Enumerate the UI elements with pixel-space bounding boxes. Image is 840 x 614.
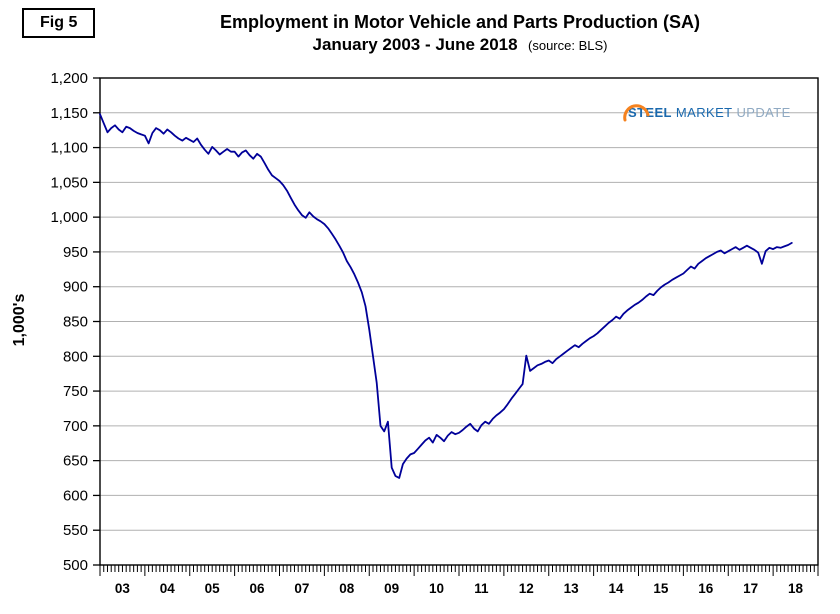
title-block: Employment in Motor Vehicle and Parts Pr… xyxy=(95,10,825,57)
y-axis-title: 1,000's xyxy=(11,293,28,347)
logo-swoosh-icon xyxy=(623,104,650,122)
svg-text:1,200: 1,200 xyxy=(50,70,88,87)
svg-text:1,050: 1,050 xyxy=(50,174,88,191)
svg-text:18: 18 xyxy=(788,581,804,596)
svg-text:08: 08 xyxy=(339,581,355,596)
svg-text:650: 650 xyxy=(63,453,88,470)
logo-word-market: MARKET xyxy=(675,105,733,120)
svg-text:900: 900 xyxy=(63,279,88,296)
svg-text:800: 800 xyxy=(63,348,88,365)
svg-text:1,150: 1,150 xyxy=(50,105,88,122)
svg-text:04: 04 xyxy=(160,581,176,596)
svg-text:600: 600 xyxy=(63,487,88,504)
steel-market-update-logo: STEEL MARKET UPDATE xyxy=(623,104,791,122)
svg-text:13: 13 xyxy=(564,581,580,596)
svg-text:12: 12 xyxy=(519,581,534,596)
svg-text:06: 06 xyxy=(250,581,266,596)
chart-source: (source: BLS) xyxy=(528,38,608,54)
chart-subtitle: January 2003 - June 2018 xyxy=(312,35,518,55)
svg-text:1,100: 1,100 xyxy=(50,140,88,157)
svg-text:17: 17 xyxy=(743,581,758,596)
svg-text:16: 16 xyxy=(698,581,714,596)
chart-title: Employment in Motor Vehicle and Parts Pr… xyxy=(219,12,701,32)
svg-text:1,000: 1,000 xyxy=(50,209,88,226)
svg-text:07: 07 xyxy=(294,581,309,596)
svg-text:10: 10 xyxy=(429,581,444,596)
svg-text:750: 750 xyxy=(63,383,88,400)
svg-text:500: 500 xyxy=(63,557,88,574)
logo-word-steel: STEEL xyxy=(628,105,672,120)
svg-text:03: 03 xyxy=(115,581,131,596)
svg-text:05: 05 xyxy=(205,581,221,596)
svg-text:850: 850 xyxy=(63,314,88,331)
svg-text:15: 15 xyxy=(653,581,669,596)
svg-text:09: 09 xyxy=(384,581,399,596)
svg-text:14: 14 xyxy=(609,581,625,596)
logo-word-update: UPDATE xyxy=(736,105,791,120)
svg-text:700: 700 xyxy=(63,418,88,435)
svg-text:950: 950 xyxy=(63,244,88,261)
svg-text:11: 11 xyxy=(474,581,489,596)
figure-label: Fig 5 xyxy=(22,8,96,38)
svg-text:550: 550 xyxy=(63,522,88,539)
